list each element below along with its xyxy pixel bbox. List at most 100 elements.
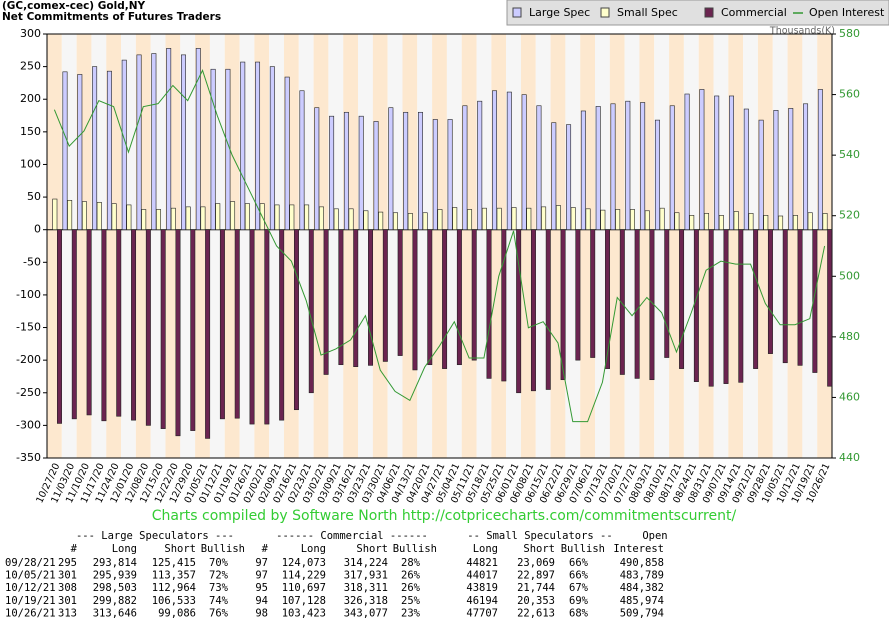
bar — [704, 213, 710, 230]
table-cell: 299,882 — [93, 595, 137, 607]
bar — [767, 229, 773, 354]
legend-label: Open Interest — [809, 6, 885, 19]
bar — [778, 215, 784, 230]
y-tick-label: -300 — [16, 418, 41, 431]
bar — [699, 89, 705, 230]
table-column-header: Bullish — [393, 543, 437, 555]
bar — [190, 229, 196, 431]
bar — [126, 204, 132, 230]
y-tick-label: 100 — [20, 157, 41, 170]
bar — [792, 215, 798, 230]
table-cell: 22,897 — [517, 570, 555, 582]
legend-label: Commercial — [721, 6, 787, 19]
bar — [255, 61, 261, 230]
bar — [797, 229, 803, 366]
table-cell: 484,382 — [620, 582, 664, 594]
y2-tick-label: 580 — [839, 27, 860, 40]
table-cell: 10/05/21 — [5, 570, 56, 582]
table-cell: 490,858 — [620, 557, 664, 569]
table-cell: 293,814 — [93, 557, 137, 569]
table-column-header: Long — [112, 543, 137, 555]
table-cell: 26% — [401, 582, 421, 594]
table-cell: 25% — [401, 595, 421, 607]
table-cell: 103,423 — [282, 607, 326, 619]
bar — [708, 229, 714, 387]
table-cell: 67% — [569, 582, 589, 594]
y-tick-label: -200 — [16, 353, 41, 366]
y-tick-label: 150 — [20, 125, 41, 138]
bar — [782, 229, 788, 364]
bar — [422, 212, 428, 230]
table-cell: 66% — [569, 557, 589, 569]
chart-title: (GC,comex-cec) Gold,NY — [2, 0, 145, 12]
table-cell: 125,415 — [152, 557, 196, 569]
table-cell: 343,077 — [344, 607, 388, 619]
table-cell: 47707 — [466, 607, 498, 619]
bar — [175, 229, 181, 437]
table-cell: 69% — [569, 595, 589, 607]
bar — [96, 201, 102, 230]
bar — [195, 48, 201, 230]
bar — [605, 229, 610, 369]
bar — [373, 121, 379, 230]
bar — [743, 108, 749, 230]
table-cell: 114,229 — [282, 570, 326, 582]
bar — [338, 229, 344, 366]
bar — [393, 212, 398, 230]
bar — [382, 229, 388, 362]
bar — [610, 103, 616, 230]
bar — [210, 68, 216, 230]
table-cell: 295,939 — [93, 570, 137, 582]
y2-tick-label: 460 — [839, 390, 860, 403]
bar — [516, 229, 522, 394]
table-cell: 317,931 — [344, 570, 388, 582]
bar — [437, 209, 443, 230]
bar — [718, 215, 724, 230]
bar — [151, 53, 157, 230]
table-cell: 23,069 — [517, 557, 555, 569]
bar — [634, 229, 640, 379]
bar — [274, 204, 280, 230]
bar — [714, 95, 720, 230]
bar — [595, 106, 601, 230]
bar — [689, 215, 695, 230]
bar — [62, 71, 68, 230]
bar — [170, 207, 176, 230]
bar — [758, 119, 764, 230]
bar — [378, 211, 384, 230]
bar — [323, 229, 329, 375]
table-cell: 107,128 — [282, 595, 326, 607]
table-cell: 68% — [569, 607, 589, 619]
bar — [654, 119, 660, 230]
bar — [427, 229, 433, 366]
table-cell: 295 — [58, 557, 77, 569]
y-tick-label: -350 — [16, 451, 41, 464]
bar — [279, 229, 285, 421]
bar — [131, 229, 137, 421]
bar — [600, 209, 606, 230]
bar — [417, 111, 423, 230]
table-cell: 73% — [209, 582, 229, 594]
bar — [442, 229, 448, 369]
bar — [244, 203, 250, 230]
table-column-header: Short — [356, 543, 388, 555]
table-column-header: Interest — [613, 543, 664, 555]
table-cell: 09/28/21 — [5, 557, 56, 569]
table-cell: 485,974 — [620, 595, 664, 607]
bar — [545, 229, 551, 390]
y-tick-label: -50 — [23, 255, 41, 268]
table-column-header: Long — [301, 543, 326, 555]
y-tick-label: 300 — [20, 27, 41, 40]
bar — [462, 105, 468, 230]
bar — [333, 208, 339, 230]
bar — [580, 110, 586, 230]
bar — [536, 105, 542, 230]
y-tick-label: 0 — [34, 223, 41, 236]
bar — [397, 229, 403, 356]
table-cell: 70% — [209, 557, 229, 569]
bar — [753, 229, 759, 369]
bar — [619, 229, 625, 375]
y-tick-label: 250 — [20, 60, 41, 73]
bar — [788, 108, 794, 230]
bar — [111, 203, 117, 230]
